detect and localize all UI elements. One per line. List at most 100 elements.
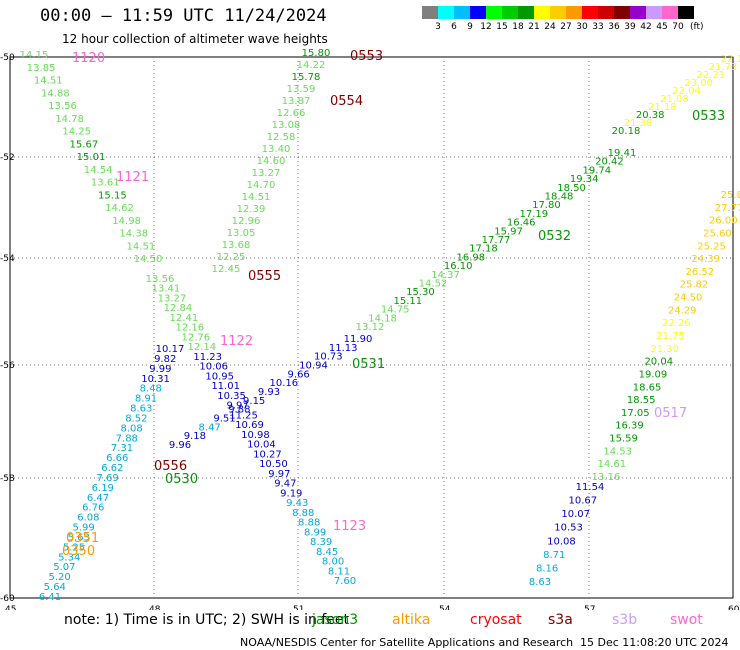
wave-height-value: 22.12	[721, 54, 740, 65]
wave-height-value: 13.68	[222, 240, 251, 251]
wave-height-value: 9.66	[288, 369, 310, 380]
wave-height-map: 45 48 51 54 57 60 -50 -52 -54 -56 -58 -60 14.15 13.85…	[0, 48, 740, 610]
wave-height-value: 19.09	[639, 369, 668, 380]
wave-height-value: 8.08	[120, 423, 142, 434]
track-time-label: 0532	[538, 229, 571, 244]
colorbar-label: 12	[480, 22, 492, 32]
colorbar-swatch	[518, 6, 534, 19]
wave-height-value: 10.31	[141, 374, 170, 385]
wave-height-value: 13.08	[272, 120, 301, 131]
colorbar-label: 24	[544, 22, 556, 32]
colorbar-label: 33	[592, 22, 604, 32]
wave-height-value: 10.95	[205, 371, 234, 382]
colorbar-label: 15	[496, 22, 508, 32]
wave-height-value: 14.53	[603, 446, 632, 457]
wave-height-value: 12.45	[212, 264, 241, 275]
wave-height-value: 5.63	[68, 532, 90, 543]
wave-height-value: 15.30	[406, 287, 435, 298]
wave-height-value: 8.63	[529, 577, 551, 588]
wave-height-value: 9.93	[258, 387, 280, 398]
wave-height-value: 11.90	[344, 334, 373, 345]
wave-height-value: 9.99	[149, 364, 171, 375]
wave-height-value: 11.25	[229, 410, 258, 421]
wave-height-value: 10.53	[554, 523, 583, 534]
colorbar-label: 36	[608, 22, 620, 32]
wave-height-value: 14.61	[598, 459, 627, 470]
wave-height-value: 14.15	[20, 50, 49, 61]
wave-height-value: 16.46	[507, 218, 536, 229]
wave-height-value: 5.99	[72, 523, 94, 534]
y-tick-label: -50	[0, 53, 15, 63]
colorbar-label: 9	[467, 22, 473, 32]
track-time-label: 0530	[165, 472, 198, 487]
wave-height-value: 14.38	[119, 229, 148, 240]
wave-height-value: 8.11	[328, 566, 350, 577]
track-time-label: 0531	[352, 357, 385, 372]
colorbar-swatch	[534, 6, 550, 19]
wave-height-value: 10.98	[241, 430, 270, 441]
wave-height-value: 9.82	[154, 354, 176, 365]
wave-height-value: 5.25	[63, 542, 85, 553]
page-title: 00:00 — 11:59 UTC 11/24/2024	[40, 6, 327, 26]
y-tick-label: -60	[0, 594, 15, 604]
wave-height-value: 14.25	[62, 127, 91, 138]
colorbar-unit: (ft)	[690, 22, 704, 32]
satellite-swot: swot	[670, 612, 703, 628]
wave-height-value: 12.96	[232, 216, 261, 227]
colorbar-swatch	[598, 6, 614, 19]
wave-height-value: 15.15	[98, 190, 127, 201]
colorbar-swatch	[454, 6, 470, 19]
wave-height-value: 22.04	[672, 86, 701, 97]
wave-height-value: 21.30	[650, 344, 679, 355]
wave-height-value: 8.00	[322, 557, 344, 568]
wave-height-value: 25.81	[721, 190, 740, 201]
wave-height-value: 6.62	[101, 463, 123, 474]
wave-height-value: 12.76	[181, 332, 210, 343]
wave-height-value: 15.01	[77, 152, 106, 163]
wave-height-value: 12.25	[217, 252, 246, 263]
wave-height-value: 7.31	[111, 443, 133, 454]
wave-height-value: 7.88	[116, 433, 138, 444]
footer-note: note: 1) Time is in UTC; 2) SWH is in fe…	[64, 612, 350, 628]
wave-height-value: 9.97	[226, 401, 248, 412]
track-time-label: 1121	[116, 170, 149, 185]
wave-height-value: 25.82	[680, 280, 709, 291]
x-tick-label: 57	[584, 605, 595, 610]
track-time-label: 0533	[692, 109, 725, 124]
wave-height-value: 22.21	[696, 70, 725, 81]
wave-height-value: 9.15	[243, 396, 265, 407]
wave-height-value: 8.52	[125, 413, 147, 424]
wave-height-value: 14.78	[55, 114, 84, 125]
wave-height-value: 14.52	[419, 279, 448, 290]
wave-height-value: 7.69	[96, 473, 118, 484]
wave-height-value: 14.51	[127, 241, 156, 252]
colorbar-label: 30	[576, 22, 588, 32]
wave-height-value: 14.54	[84, 165, 113, 176]
colorbar-label: 45	[656, 22, 668, 32]
wave-height-value: 13.27	[252, 168, 281, 179]
wave-height-value: 14.88	[41, 88, 70, 99]
wave-height-value: 21.18	[648, 102, 677, 113]
satellite-cryosat: cryosat	[470, 612, 522, 628]
colorbar-swatch	[646, 6, 662, 19]
wave-height-value: 10.07	[561, 509, 590, 520]
wave-height-value: 10.69	[235, 420, 264, 431]
wave-height-value: 9.97	[268, 469, 290, 480]
wave-height-value: 17.80	[532, 200, 561, 211]
wave-height-value: 19.41	[608, 148, 637, 159]
track-time-label: 0555	[248, 269, 281, 284]
wave-height-value: 10.50	[259, 459, 288, 470]
wave-height-value: 21.38	[624, 118, 653, 129]
timestamp: 15 Dec 11:08:20 UTC 2024	[580, 636, 729, 649]
colorbar-swatch	[662, 6, 678, 19]
wave-height-value: 13.59	[287, 84, 316, 95]
y-tick-label: -54	[0, 254, 15, 264]
wave-height-value: 8.71	[543, 550, 565, 561]
wave-height-value: 8.48	[140, 384, 162, 395]
wave-height-value: 14.70	[247, 180, 276, 191]
wave-height-value: 13.05	[227, 228, 256, 239]
colorbar-label: 70	[672, 22, 684, 32]
track-time-label: 0350	[62, 544, 95, 559]
wave-height-value: 13.27	[158, 293, 187, 304]
wave-height-value: 10.73	[314, 352, 343, 363]
